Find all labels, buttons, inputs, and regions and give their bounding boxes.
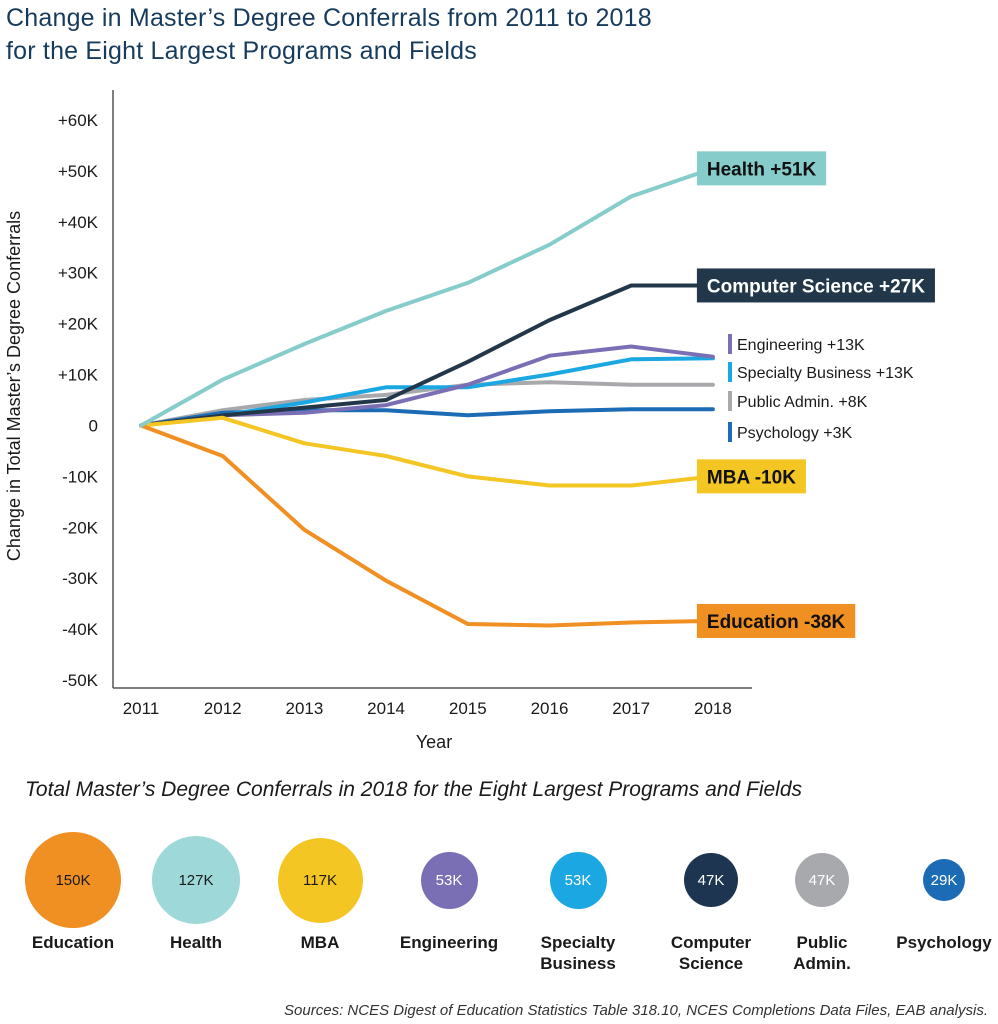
bubble-label-line-1: Engineering: [399, 933, 499, 952]
bubble-label-computer-science: Computer Science: [646, 932, 776, 974]
bubble-wrap: 150K: [8, 830, 138, 930]
x-tick-label: 2012: [204, 699, 242, 718]
bubble-engineering: 53K: [420, 851, 478, 909]
series-line-education: [139, 423, 715, 628]
bubble-mba: 117K: [277, 837, 363, 923]
series-line-public-admin: [139, 380, 715, 428]
chart-title: Change in Master’s Degree Conferrals fro…: [6, 2, 652, 68]
bubble-label-line-1: Public: [796, 933, 848, 952]
bubble-label-line-1: Psychology: [896, 933, 992, 952]
x-tick-label: 2015: [449, 699, 487, 718]
bubble-item-health: 127K Health: [131, 830, 261, 953]
x-tick-label: 2018: [694, 699, 732, 718]
bubble-label-mba: MBA: [255, 932, 385, 953]
bubble-wrap: 53K: [384, 830, 514, 930]
y-tick-label: -30K: [62, 569, 99, 588]
series-line-health: [139, 166, 715, 428]
y-tick-label: +20K: [58, 315, 99, 334]
end-label-marker-psychology: [728, 422, 732, 442]
end-label-psychology: Psychology +3K: [737, 425, 853, 442]
end-label-health: Health +51K: [707, 159, 817, 180]
bubble-label-line-1: Specialty: [540, 933, 616, 952]
end-label-box-mba: [696, 459, 806, 494]
series-line-mba: [139, 415, 715, 488]
bubble-label-line-2: Admin.: [793, 954, 851, 973]
y-tick-label: 0: [89, 416, 98, 435]
bubble-health: 127K: [152, 836, 240, 924]
x-axis-title: Year: [416, 732, 452, 752]
chart-title-line-2: for the Eight Largest Programs and Field…: [6, 37, 477, 65]
bubble-specialty-business: 53K: [549, 851, 607, 909]
bubble-wrap: 117K: [255, 830, 385, 930]
y-tick-label: -40K: [62, 620, 99, 639]
chart-title-line-1: Change in Master’s Degree Conferrals fro…: [6, 4, 652, 32]
bubble-label-line-1: MBA: [300, 933, 340, 952]
bubble-item-psychology: 29K Psychology: [879, 830, 998, 953]
y-tick-label: +10K: [58, 366, 99, 385]
bubble-label-line-1: Health: [170, 933, 222, 952]
y-tick-label: -20K: [62, 518, 99, 537]
bubble-label-public-admin: Public Admin.: [757, 932, 887, 974]
x-tick-label: 2013: [285, 699, 323, 718]
end-label-public-admin: Public Admin. +8K: [737, 394, 868, 411]
bubble-psychology: 29K: [923, 859, 965, 901]
bubble-label-education: Education: [8, 932, 138, 953]
bubble-label-line-1: Education: [31, 933, 115, 952]
bubble-item-public-admin: 47K Public Admin.: [757, 830, 887, 974]
end-label-marker-specialty-business: [728, 362, 732, 382]
y-tick-label: +60K: [58, 111, 99, 130]
bubble-row: 150K Education 127K Health 117K MBA 53K Enginee…: [0, 830, 998, 980]
end-label-marker-engineering: [728, 334, 732, 354]
series-line-computer-science: [139, 283, 715, 428]
bubble-label-engineering: Engineering: [384, 932, 514, 953]
y-tick-label: -10K: [62, 467, 99, 486]
bubble-label-line-2: Science: [678, 954, 744, 973]
y-tick-label: +50K: [58, 162, 99, 181]
bubble-label-line-2: Business: [540, 954, 616, 973]
bubble-item-computer-science: 47K Computer Science: [646, 830, 776, 974]
x-tick-label: 2017: [612, 699, 650, 718]
end-label-education: Education -38K: [707, 612, 846, 633]
x-tick-label: 2011: [123, 699, 160, 718]
sources-note: Sources: NCES Digest of Education Statis…: [284, 1002, 988, 1019]
bubble-item-mba: 117K MBA: [255, 830, 385, 953]
y-tick-label: +40K: [58, 213, 99, 232]
y-axis-title: Change in Total Master’s Degree Conferra…: [4, 211, 24, 561]
x-tick-label: 2016: [531, 699, 569, 718]
end-label-engineering: Engineering +13K: [737, 337, 865, 354]
end-label-box-computer-science: [696, 268, 935, 303]
bubble-public-admin: 47K: [795, 853, 849, 907]
end-label-specialty-business: Specialty Business +13K: [737, 365, 914, 382]
bubble-wrap: 47K: [646, 830, 776, 930]
bubble-label-health: Health: [131, 932, 261, 953]
y-tick-label: -50K: [62, 671, 99, 690]
end-label-box-education: [696, 603, 856, 638]
end-label-box-health: [696, 151, 827, 186]
bubble-computer-science: 47K: [684, 853, 738, 907]
bubble-wrap: 29K: [879, 830, 998, 930]
end-label-mba: MBA -10K: [707, 467, 796, 488]
bubble-item-education: 150K Education: [8, 830, 138, 953]
bubble-item-specialty-business: 53K Specialty Business: [513, 830, 643, 974]
bubble-wrap: 53K: [513, 830, 643, 930]
bubble-label-line-1: Computer: [670, 933, 752, 952]
end-label-computer-science: Computer Science +27K: [707, 276, 925, 297]
line-chart: +60K +50K +40K +30K +20K +10K 0 -10K -20K -30K -40…: [4, 90, 935, 752]
bubble-wrap: 127K: [131, 830, 261, 930]
bubble-education: 150K: [25, 832, 121, 928]
bubble-section-title: Total Master’s Degree Conferrals in 2018…: [25, 778, 803, 801]
bubble-label-specialty-business: Specialty Business: [513, 932, 643, 974]
end-label-marker-public-admin: [728, 391, 732, 411]
y-tick-label: +30K: [58, 264, 99, 283]
bubble-wrap: 47K: [757, 830, 887, 930]
bubble-item-engineering: 53K Engineering: [384, 830, 514, 953]
x-tick-label: 2014: [367, 699, 405, 718]
bubble-label-psychology: Psychology: [879, 932, 998, 953]
